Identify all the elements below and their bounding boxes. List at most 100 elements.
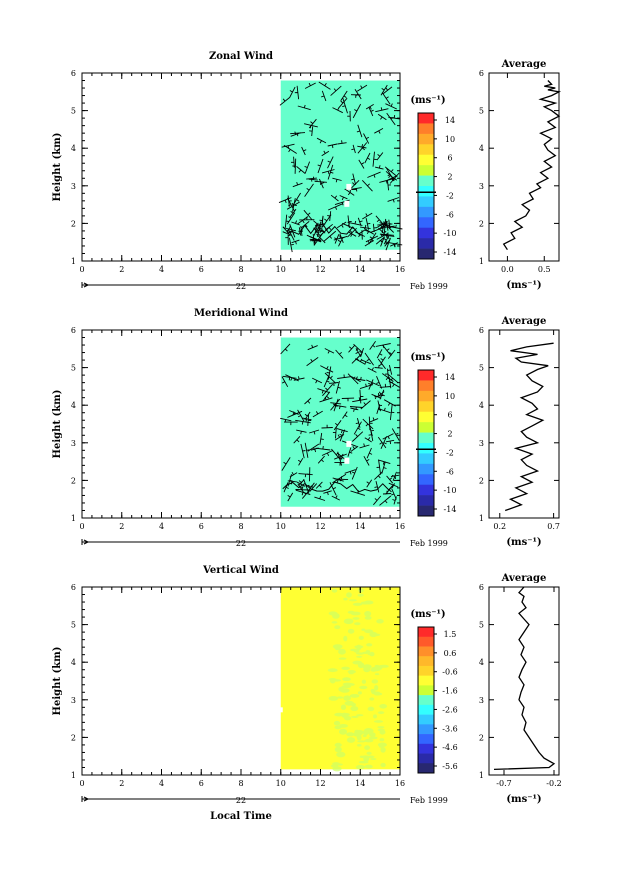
colorbar-swatch — [418, 753, 434, 764]
x-tick-label: 2 — [119, 265, 124, 274]
barb-mark — [342, 411, 348, 419]
streak-mark — [364, 629, 374, 634]
streak-mark — [348, 618, 354, 624]
y-tick-label: 1 — [71, 514, 76, 523]
profile-line — [502, 80, 562, 251]
barb-mark — [335, 380, 341, 394]
colorbar-swatch — [418, 675, 434, 686]
barb-mark — [369, 417, 379, 423]
barb-mark — [290, 131, 301, 137]
streak-mark — [343, 597, 348, 601]
colorbar-tick-label: -3.6 — [442, 724, 457, 733]
barb-mark — [377, 436, 387, 449]
barb-mark — [298, 473, 313, 478]
y-tick-label: 6 — [71, 69, 76, 78]
colorbar-swatch — [418, 370, 434, 381]
streak-mark — [361, 679, 367, 684]
streak-mark — [349, 693, 360, 698]
colorbar-swatch — [418, 154, 434, 166]
panel-title: Vertical Wind — [202, 565, 279, 576]
x-tick-label: 16 — [395, 265, 405, 274]
barb-mark — [354, 89, 362, 100]
x-tick-label: 0 — [79, 779, 84, 788]
streak-mark — [369, 732, 376, 738]
barb-mark — [316, 137, 327, 144]
barb-mark — [360, 224, 371, 230]
streak-mark — [352, 602, 363, 606]
barb-mark — [333, 235, 348, 241]
colorbar-swatch — [418, 484, 434, 496]
barb-mark — [349, 179, 360, 190]
barb-mark — [376, 152, 384, 161]
streak-marks — [327, 588, 389, 772]
data-gap — [344, 457, 350, 464]
barb-mark — [319, 227, 329, 237]
profile-frame — [488, 586, 560, 776]
barb-mark — [334, 234, 340, 244]
streak-mark — [357, 691, 362, 695]
barb-mark — [329, 482, 337, 496]
barb-mark — [289, 208, 297, 218]
streak-mark — [366, 643, 373, 647]
streak-mark — [359, 685, 368, 690]
streak-mark — [371, 666, 381, 672]
profile-y-tick-label: 4 — [479, 144, 484, 153]
colorbar-swatch — [418, 443, 434, 454]
streak-mark — [334, 742, 342, 748]
colorbar-tick-label: -14 — [444, 505, 457, 514]
x-tick-label: 10 — [276, 265, 286, 274]
barb-mark — [281, 376, 289, 388]
barb-mark — [341, 397, 355, 402]
streak-mark — [356, 743, 362, 747]
profile-y-tick-label: 6 — [479, 583, 484, 592]
barb-mark — [351, 466, 358, 480]
streak-mark — [370, 757, 377, 761]
barb-mark — [295, 481, 306, 487]
colorbar-frame — [417, 369, 435, 517]
streak-mark — [373, 691, 381, 696]
x-tick-label: 12 — [315, 265, 325, 274]
y-tick-label: 3 — [71, 439, 76, 448]
barb-mark — [297, 104, 311, 111]
barb-mark — [278, 197, 292, 204]
colorbar-swatch — [418, 380, 434, 392]
profile-frame — [488, 72, 560, 262]
barb-mark — [304, 82, 316, 89]
barb-mark — [279, 96, 291, 106]
barb-mark — [382, 373, 394, 382]
profile-title: Average — [501, 316, 547, 327]
colorbar-tick-label: 6 — [447, 154, 452, 163]
streak-mark — [334, 746, 342, 753]
colorbar-swatch — [418, 714, 434, 725]
streak-mark — [338, 657, 347, 660]
streak-mark — [351, 715, 359, 718]
barb-mark — [387, 197, 400, 203]
barb-mark — [353, 343, 364, 354]
barb-mark — [326, 366, 332, 380]
barb-mark — [388, 115, 401, 120]
colorbar-tick-label: 2 — [447, 173, 452, 182]
barb-mark — [281, 457, 291, 471]
y-axis-label: Height (km) — [52, 647, 63, 716]
streak-mark — [364, 616, 372, 620]
data-fill-region — [280, 337, 400, 507]
barb-mark — [380, 356, 386, 365]
streak-mark — [377, 742, 387, 748]
profile-y-tick-label: 1 — [479, 771, 484, 780]
profile-line — [504, 342, 554, 512]
barb-mark — [362, 418, 374, 430]
colorbar-swatch — [418, 196, 434, 208]
profile-x-tick-label: -0.7 — [496, 779, 511, 788]
y-axis-label: Height (km) — [52, 133, 63, 202]
colorbar-tick-label: 6 — [447, 411, 452, 420]
barb-mark — [385, 103, 397, 110]
barb-mark — [333, 404, 347, 410]
streak-mark — [331, 621, 338, 624]
barb-mark — [314, 495, 326, 501]
profile-x-label: (ms⁻¹) — [506, 280, 541, 291]
colorbar-swatch — [418, 474, 434, 486]
barb-mark — [292, 181, 303, 188]
barb-mark — [367, 171, 381, 178]
barb-mark — [391, 428, 400, 441]
barb-mark — [363, 133, 370, 144]
